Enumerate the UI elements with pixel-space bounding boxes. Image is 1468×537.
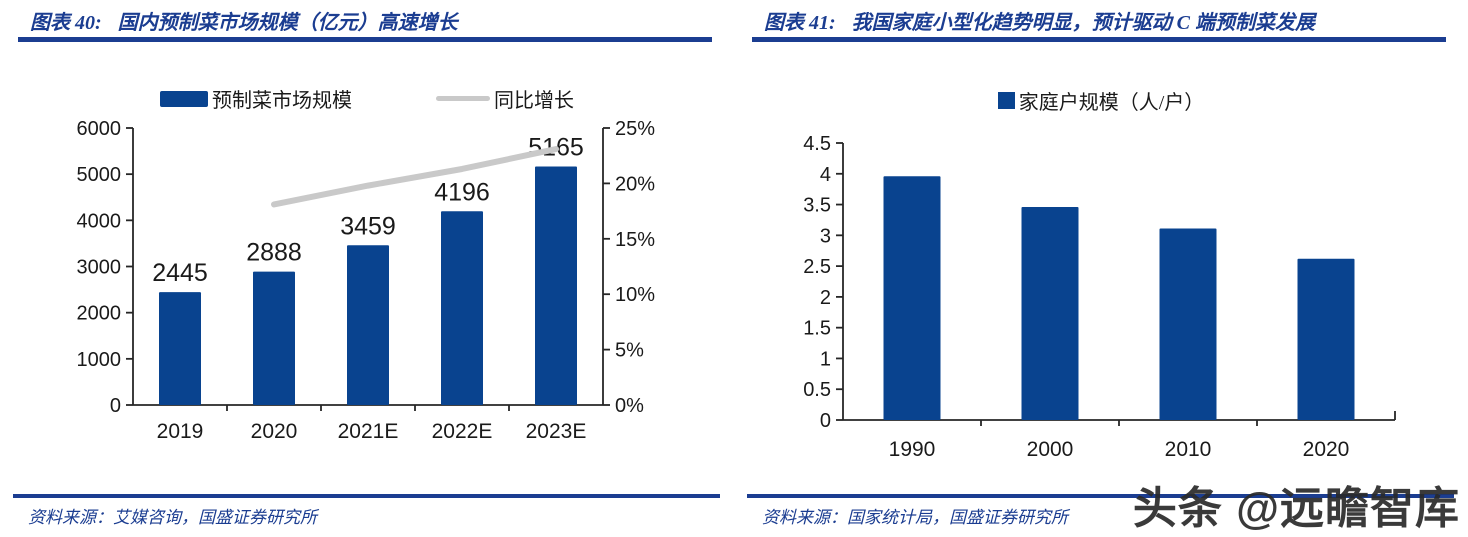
x-axis-labels: 2019 2020 2021E 2022E 2023E [157,420,587,443]
household-size-bar-chart: 0 0.5 1 1.5 2 2.5 3 3.5 4 4.5 1990 2000 2010 2020 [803,133,1396,461]
svg-text:10%: 10% [615,284,655,306]
svg-text:0%: 0% [615,395,644,417]
legend-label-household-size: 家庭户规模（人/户） [1018,92,1205,114]
chart40-legend: 预制菜市场规模 同比增长 [0,84,734,113]
source-divider-rule [13,494,720,498]
line-series-swatch-icon [436,96,490,101]
legend-label-yoy-growth: 同比增长 [494,90,574,112]
svg-text:15%: 15% [615,229,655,251]
bars [883,176,1355,420]
legend-label-market-size: 预制菜市场规模 [212,90,352,112]
svg-text:4000: 4000 [77,210,122,232]
svg-text:1.5: 1.5 [803,318,831,340]
svg-text:2010: 2010 [1165,438,1212,461]
title-divider-rule [752,37,1446,42]
toutiao-watermark: 头条 @远瞻智库 [1132,484,1460,533]
figure-40-source: 资料来源：艾媒咨询，国盛证券研究所 [28,508,317,527]
svg-text:5000: 5000 [77,164,122,186]
svg-text:1: 1 [820,348,831,370]
svg-text:3: 3 [820,225,831,247]
title-divider-rule [18,37,712,42]
figure-41-source: 资料来源：国家统计局，国盛证券研究所 [762,508,1068,527]
svg-text:0: 0 [110,395,121,417]
svg-text:3000: 3000 [77,257,122,279]
svg-text:2020: 2020 [1303,438,1350,461]
svg-text:1000: 1000 [77,349,122,371]
svg-text:2020: 2020 [251,420,298,443]
svg-text:5%: 5% [615,340,644,362]
svg-text:2023E: 2023E [526,420,587,443]
legend-item-yoy-growth: 同比增长 [436,84,574,113]
svg-text:2888: 2888 [246,239,302,267]
figure-40-title: 图表 40: 国内预制菜市场规模（亿元）高速增长 [30,6,458,35]
bar-series-swatch-icon [160,90,208,107]
figure-40-title-text: 国内预制菜市场规模（亿元）高速增长 [117,12,458,34]
svg-text:4.5: 4.5 [803,133,831,155]
figure-41-title: 图表 41: 我国家庭小型化趋势明显，预计驱动 C 端预制菜发展 [764,6,1315,35]
svg-text:0.5: 0.5 [803,379,831,401]
svg-text:2022E: 2022E [432,420,493,443]
figure-40-label: 图表 40: [30,12,102,34]
figure-41-title-text: 我国家庭小型化趋势明显，预计驱动 C 端预制菜发展 [851,12,1316,34]
legend-item-household-size: 家庭户规模（人/户） [997,86,1205,115]
svg-text:3459: 3459 [340,212,396,240]
chart41-legend: 家庭户规模（人/户） [734,86,1468,115]
x-axis-labels: 1990 2000 2010 2020 [889,438,1350,461]
svg-text:1990: 1990 [889,438,936,461]
svg-text:2019: 2019 [157,420,204,443]
axes: 0 1000 2000 3000 4000 5000 6000 0% 5% 10% 15% 20% 25… [77,118,656,417]
bar-series-swatch-icon [997,92,1015,109]
svg-text:20%: 20% [615,173,655,195]
svg-text:4196: 4196 [434,178,490,206]
svg-text:2000: 2000 [77,303,122,325]
market-size-bar-line-chart: 0 1000 2000 3000 4000 5000 6000 0% 5% 10% 15% 20% 25… [77,118,656,443]
svg-text:2: 2 [820,287,831,309]
svg-text:25%: 25% [615,118,655,140]
svg-text:4: 4 [820,164,831,186]
svg-text:3.5: 3.5 [803,195,831,217]
svg-text:2021E: 2021E [338,420,399,443]
figure-41-label: 图表 41: [764,12,836,34]
svg-text:0: 0 [820,410,831,432]
svg-text:2445: 2445 [152,259,208,287]
figure-41-panel: 图表 41: 我国家庭小型化趋势明显，预计驱动 C 端预制菜发展 家庭户规模（人/… [734,0,1468,537]
figure-40-panel: 图表 40: 国内预制菜市场规模（亿元）高速增长 预制菜市场规模 同比增长 0 10… [0,6,734,527]
svg-text:6000: 6000 [77,118,122,140]
svg-text:2000: 2000 [1027,438,1074,461]
legend-item-market-size: 预制菜市场规模 [160,84,352,113]
svg-text:2.5: 2.5 [803,256,831,278]
source-divider-rule [747,494,1454,498]
yoy-growth-line [271,146,559,208]
